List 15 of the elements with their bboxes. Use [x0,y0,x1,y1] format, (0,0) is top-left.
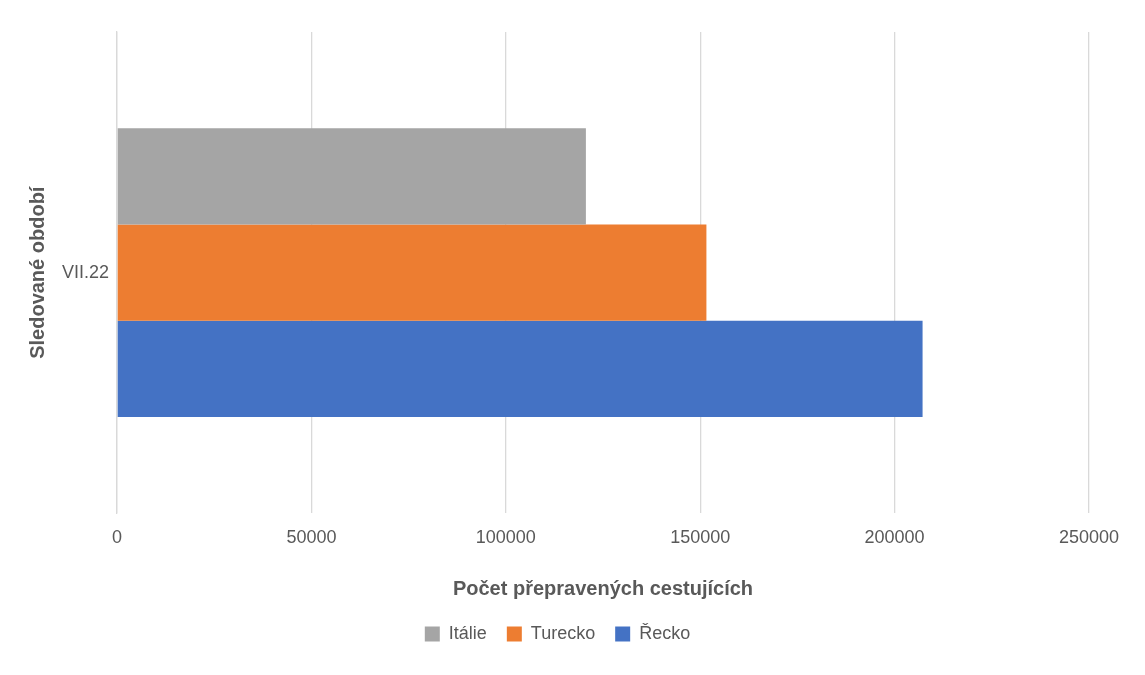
x-tick-label: 0 [112,527,123,548]
x-tick-label: 250000 [1058,527,1120,548]
legend-label: Itálie [448,622,487,643]
legend-label: Turecko [530,622,596,643]
bar [117,128,586,225]
legend-label: Řecko [639,622,691,643]
x-tick-label: 150000 [670,527,731,548]
bar [117,320,923,418]
x-tick-label: 200000 [864,527,925,548]
y-axis-title: Sledované období [25,185,48,359]
y-tick-label: VII.22 [62,261,110,282]
x-tick-label: 50000 [286,527,337,548]
x-tick-label: 100000 [475,527,536,548]
bar [117,224,707,321]
x-axis-title: Počet přepravených cestujících [452,576,754,599]
